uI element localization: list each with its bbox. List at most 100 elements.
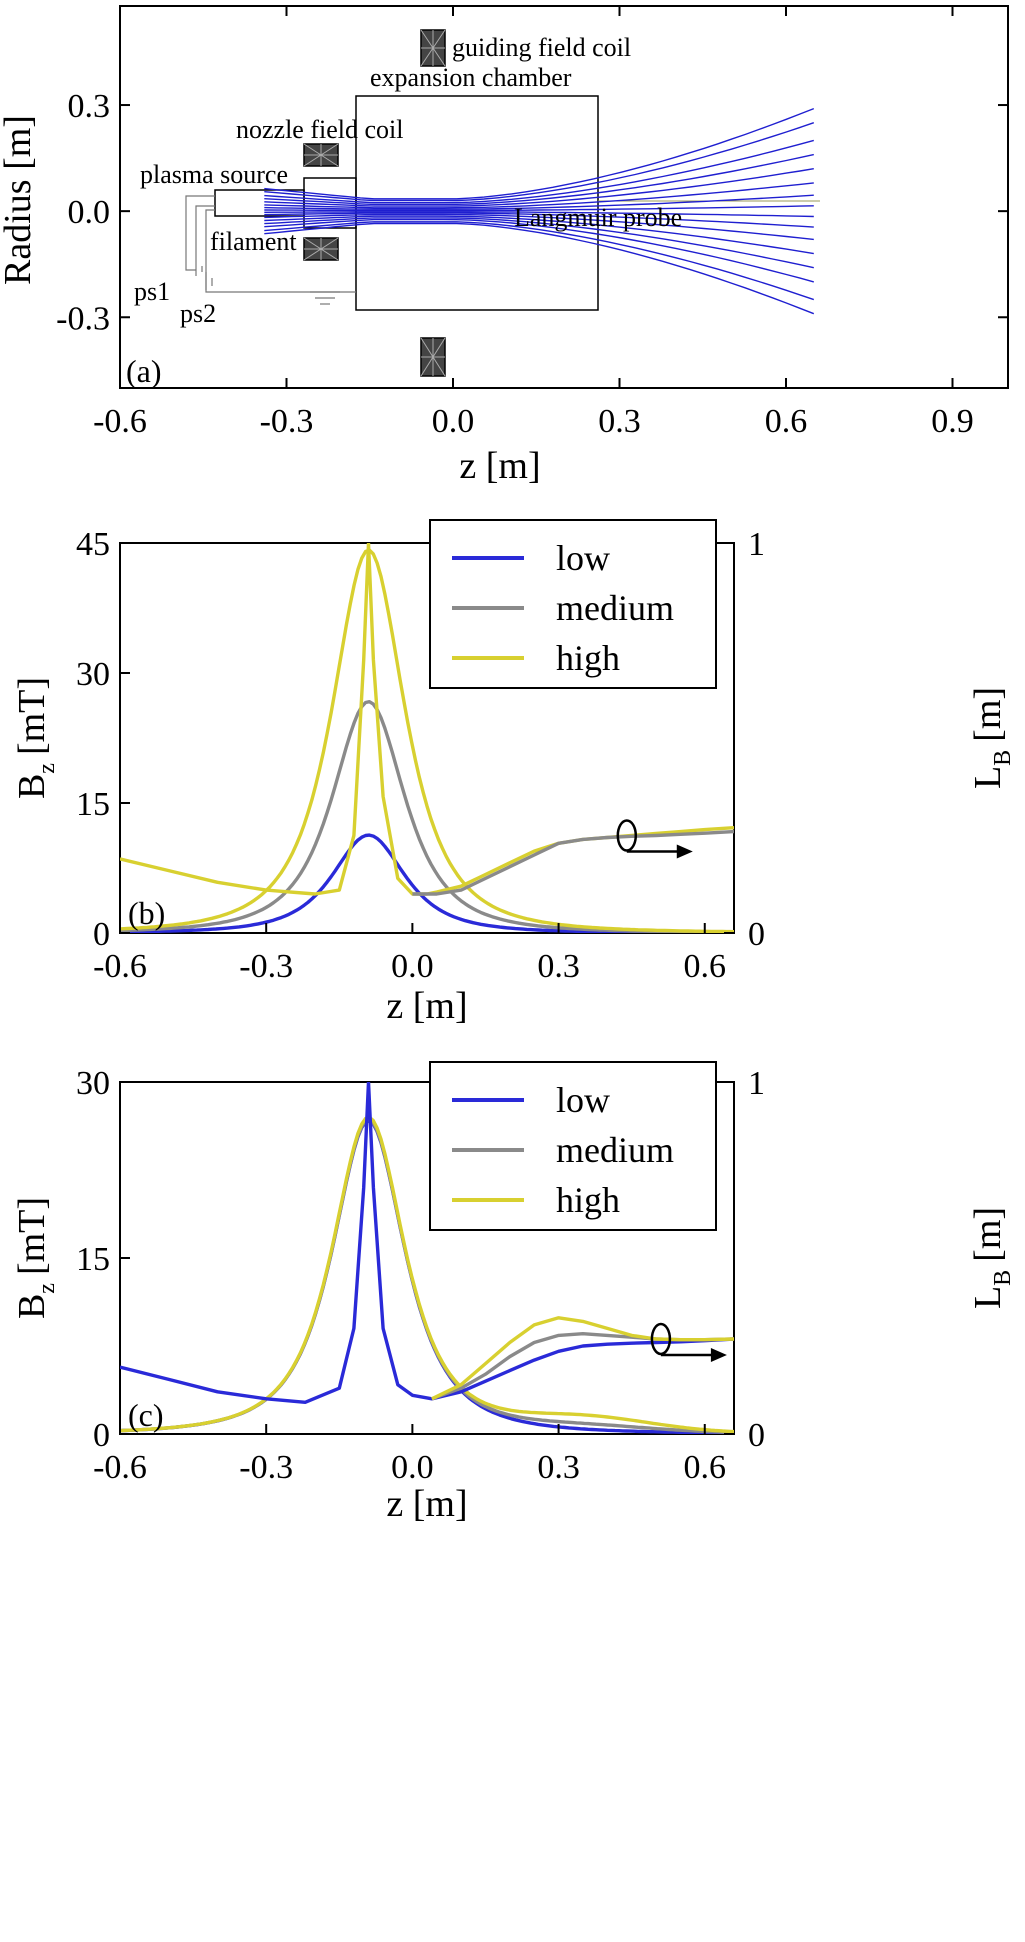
panel-b-y-ticks: 0 15 30 45 — [76, 526, 130, 953]
c-xtick-label-1: -0.3 — [239, 1449, 293, 1486]
panel-c-y2-label: LB[m] — [967, 1207, 1016, 1309]
label-plasma-source: plasma source — [140, 160, 288, 189]
a-xtick-label-5: 0.9 — [931, 403, 974, 440]
c-series-medium-LB-4 — [431, 1331, 734, 1401]
panel-c-axis-arrow-marker — [650, 1322, 727, 1362]
panel-a-frame — [119, 5, 1009, 389]
a-ytick-label-1: 0.0 — [68, 194, 111, 231]
b-y2tick-label-0: 0 — [748, 916, 765, 953]
a-xtick-label-4: 0.6 — [765, 403, 808, 440]
field-line-13 — [264, 139, 814, 204]
b-xtick-label-3: 0.3 — [537, 948, 580, 985]
c-curves-group — [120, 1082, 734, 1434]
panel-a-tag: (a) — [126, 353, 162, 389]
b-curves-group — [120, 543, 734, 933]
c-arrow-head — [710, 1347, 727, 1362]
legend-c-medium: medium — [556, 1130, 674, 1170]
legend-b-low: low — [556, 538, 610, 578]
c-ytick-label-0: 0 — [93, 1417, 110, 1454]
c-y2tick-label-1: 1 — [748, 1065, 765, 1102]
panel-c-y-ticks: 0 15 30 — [76, 1065, 130, 1454]
panel-b-y2-ticks: 01 — [724, 526, 765, 953]
panel-b-x-label: z [m] — [386, 985, 467, 1027]
b-xtick-label-1: -0.3 — [239, 948, 293, 985]
a-xtick-label-3: 0.3 — [598, 403, 641, 440]
panel-a-y-label: Radius [m] — [0, 115, 39, 285]
label-langmuir-probe: Langmuir probe — [514, 203, 682, 232]
panel-b-curves — [120, 543, 734, 933]
field-line-8 — [264, 205, 814, 212]
label-expansion-chamber: expansion chamber — [370, 63, 572, 92]
a-ytick-label-0: -0.3 — [56, 300, 110, 337]
field-line-14 — [264, 122, 815, 202]
field-line-10 — [264, 182, 814, 209]
a-ytick-label-2: 0.3 — [68, 88, 111, 125]
field-line-0 — [264, 222, 815, 315]
b-series-medium-LB-4 — [412, 829, 734, 896]
label-filament: filament — [210, 227, 297, 256]
field-line-5 — [264, 213, 814, 241]
c-series-low-LB-3 — [120, 1082, 734, 1405]
nozzle-field-coil-bottom — [303, 237, 339, 261]
b-xtick-label-2: 0.0 — [391, 948, 434, 985]
field-line-1 — [264, 221, 815, 301]
label-nozzle-field-coil: nozzle field coil — [236, 115, 403, 144]
b-ytick-label-3: 45 — [76, 526, 110, 563]
legend-c-low: low — [556, 1080, 610, 1120]
nozzle-field-coil-top — [303, 143, 339, 167]
panel-b-frame — [119, 542, 735, 934]
b-ytick-label-1: 15 — [76, 786, 110, 823]
panel-b-x-ticks: -0.6 -0.3 0.0 0.3 0.6 — [93, 923, 726, 985]
a-xtick-label-0: -0.6 — [93, 403, 147, 440]
panel-c-y2-ticks: 01 — [724, 1065, 765, 1454]
filament-wiring — [185, 195, 356, 305]
field-line-11 — [264, 168, 814, 207]
field-line-2 — [264, 218, 814, 283]
b-series-high-Bz-2 — [120, 548, 734, 933]
label-ps1: ps1 — [134, 277, 170, 306]
a-xtick-label-2: 0.0 — [432, 403, 475, 440]
b-series-medium-Bz-1 — [120, 700, 734, 933]
panel-c-x-ticks: -0.6 -0.3 0.0 0.3 0.6 — [93, 1424, 726, 1486]
b-y2tick-label-1: 1 — [748, 526, 765, 563]
panel-a-x-ticks: -0.6 -0.3 0.0 0.3 0.6 0.9 — [93, 6, 974, 440]
a-xtick-label-1: -0.3 — [260, 403, 314, 440]
c-xtick-label-4: 0.6 — [684, 1449, 727, 1486]
guiding-field-coil-top — [420, 29, 446, 67]
magnetic-field-lines — [264, 107, 815, 315]
b-ytick-label-2: 30 — [76, 656, 110, 693]
c-series-high-LB-5 — [431, 1316, 734, 1401]
panel-a: -0.6 -0.3 0.0 0.3 0.6 0.9 -0.3 0.0 0.3 z [m] Ra… — [0, 5, 1009, 487]
c-series-high-Bz-2 — [120, 1115, 734, 1434]
field-line-4 — [264, 215, 814, 255]
b-arrow-head — [676, 844, 693, 859]
c-xtick-label-3: 0.3 — [537, 1449, 580, 1486]
legend-b-high: high — [556, 638, 620, 678]
panel-b-axis-arrow-marker — [616, 819, 693, 859]
panel-c-curves — [120, 1082, 734, 1434]
panel-c-y-label: Bz[mT] — [11, 1197, 60, 1319]
field-line-3 — [264, 217, 814, 269]
guiding-field-coil-bottom — [420, 337, 446, 377]
field-line-15 — [264, 107, 815, 200]
label-guiding-field-coil: guiding field coil — [452, 33, 631, 62]
panel-a-y-ticks: -0.3 0.0 0.3 — [56, 88, 1008, 337]
legend-c-high: high — [556, 1180, 620, 1220]
panel-c-legend: low medium high — [429, 1061, 717, 1231]
c-ytick-label-2: 30 — [76, 1065, 110, 1102]
field-line-6 — [264, 212, 814, 228]
panel-b-legend: low medium high — [429, 519, 717, 689]
panel-a-x-label: z [m] — [459, 445, 540, 487]
panel-b-y-label: Bz[mT] — [11, 677, 60, 799]
field-line-7 — [264, 211, 814, 218]
panel-b-y2-label: LB[m] — [967, 687, 1016, 789]
c-xtick-label-2: 0.0 — [391, 1449, 434, 1486]
panel-b-tag: (b) — [128, 895, 165, 931]
c-ytick-label-1: 15 — [76, 1241, 110, 1278]
b-xtick-label-4: 0.6 — [684, 948, 727, 985]
c-xtick-label-0: -0.6 — [93, 1449, 147, 1486]
panel-c-tag: (c) — [128, 1397, 164, 1433]
